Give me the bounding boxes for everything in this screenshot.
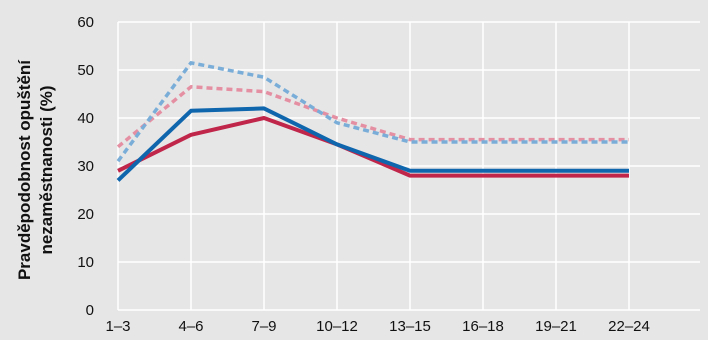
x-tick-label: 4–6 bbox=[178, 318, 203, 335]
x-tick-label: 7–9 bbox=[251, 318, 276, 335]
x-tick-label: 1–3 bbox=[105, 318, 130, 335]
y-tick-label: 60 bbox=[77, 14, 94, 31]
series-line-3 bbox=[116, 61, 629, 163]
series-line-2 bbox=[116, 85, 629, 149]
series-group bbox=[116, 61, 629, 182]
grid-lines bbox=[117, 21, 700, 311]
y-axis-label-line-1: Pravděpodobnost opuštění bbox=[15, 59, 34, 280]
series-line-1 bbox=[116, 106, 629, 182]
x-axis-ticks: 1–3 4–6 7–9 10–12 13–15 16–18 19–21 22–24 bbox=[105, 318, 649, 335]
y-axis-ticks: 0 10 20 30 40 50 60 bbox=[77, 14, 94, 319]
y-tick-label: 40 bbox=[77, 110, 94, 127]
y-tick-label: 30 bbox=[77, 158, 94, 175]
x-tick-label: 19–21 bbox=[535, 318, 577, 335]
x-tick-label: 10–12 bbox=[316, 318, 358, 335]
y-tick-label: 0 bbox=[86, 302, 94, 319]
x-tick-label: 22–24 bbox=[608, 318, 650, 335]
series-line-0 bbox=[117, 116, 629, 178]
y-axis-label-line-2: nezaměstnanosti (%) bbox=[37, 85, 56, 254]
y-tick-label: 10 bbox=[77, 254, 94, 271]
y-tick-label: 50 bbox=[77, 62, 94, 79]
y-tick-label: 20 bbox=[77, 206, 94, 223]
x-tick-label: 16–18 bbox=[462, 318, 504, 335]
x-tick-label: 13–15 bbox=[389, 318, 431, 335]
